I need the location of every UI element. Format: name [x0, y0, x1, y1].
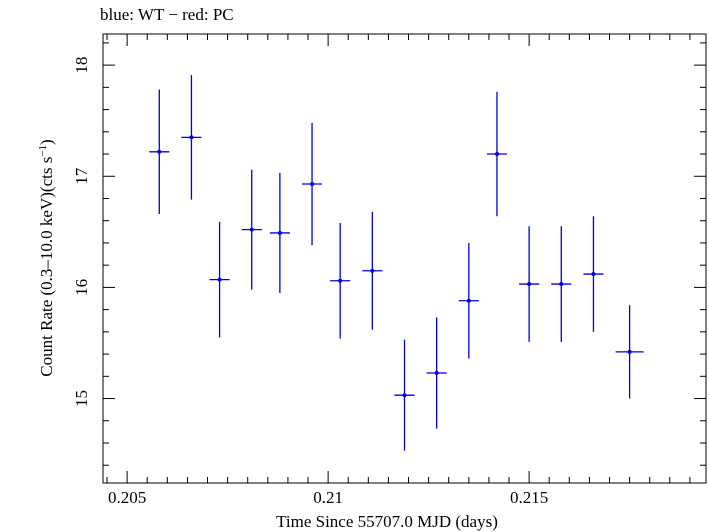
y-axis-label-close: ) — [37, 139, 56, 145]
y-tick-label: 18 — [72, 57, 91, 74]
y-axis-label-exponent: −1 — [37, 145, 49, 157]
data-points — [149, 75, 644, 451]
point-marker — [527, 282, 532, 287]
point-marker — [627, 349, 632, 354]
point-marker — [189, 135, 194, 140]
chart-title: blue: WT − red: PC — [100, 5, 234, 24]
point-marker — [402, 393, 407, 398]
data-point — [458, 242, 479, 359]
point-marker — [157, 149, 162, 154]
data-point — [583, 216, 604, 332]
axis-ticks — [103, 34, 706, 483]
data-point — [301, 122, 323, 246]
data-point — [426, 317, 447, 429]
x-tick-label: 0.21 — [313, 488, 343, 507]
point-marker — [370, 268, 375, 273]
y-axis-label-main: Count Rate (0.3–10.0 keV)(cts s — [37, 157, 56, 377]
point-marker — [277, 230, 282, 235]
point-marker — [434, 370, 439, 375]
point-marker — [559, 282, 564, 287]
data-point — [181, 75, 202, 200]
data-point — [615, 305, 644, 399]
data-point — [362, 211, 383, 330]
plot-frame — [102, 33, 707, 484]
x-tick-label: 0.215 — [510, 488, 548, 507]
x-axis-label: Time Since 55707.0 MJD (days) — [276, 512, 498, 531]
data-point — [241, 169, 262, 290]
point-marker — [338, 278, 343, 283]
x-tick-label: 0.205 — [108, 488, 146, 507]
data-point — [209, 221, 230, 338]
point-marker — [494, 152, 499, 157]
y-tick-label: 15 — [72, 390, 91, 407]
y-tick-label: 17 — [72, 167, 91, 185]
data-point — [149, 89, 170, 215]
data-point — [269, 172, 290, 293]
data-point — [519, 226, 540, 342]
data-point — [330, 222, 351, 339]
data-point — [551, 226, 572, 342]
point-marker — [466, 298, 471, 303]
data-point — [486, 91, 508, 217]
point-marker — [310, 182, 315, 187]
data-point — [394, 339, 415, 451]
axis-tick-labels: 0.205 0.21 0.215 15 16 17 18 — [72, 57, 548, 507]
point-marker — [249, 227, 254, 232]
y-tick-label: 16 — [72, 279, 91, 296]
point-marker — [217, 277, 222, 282]
y-axis-label: Count Rate (0.3–10.0 keV)(cts s−1) — [37, 139, 56, 376]
point-marker — [591, 272, 596, 277]
